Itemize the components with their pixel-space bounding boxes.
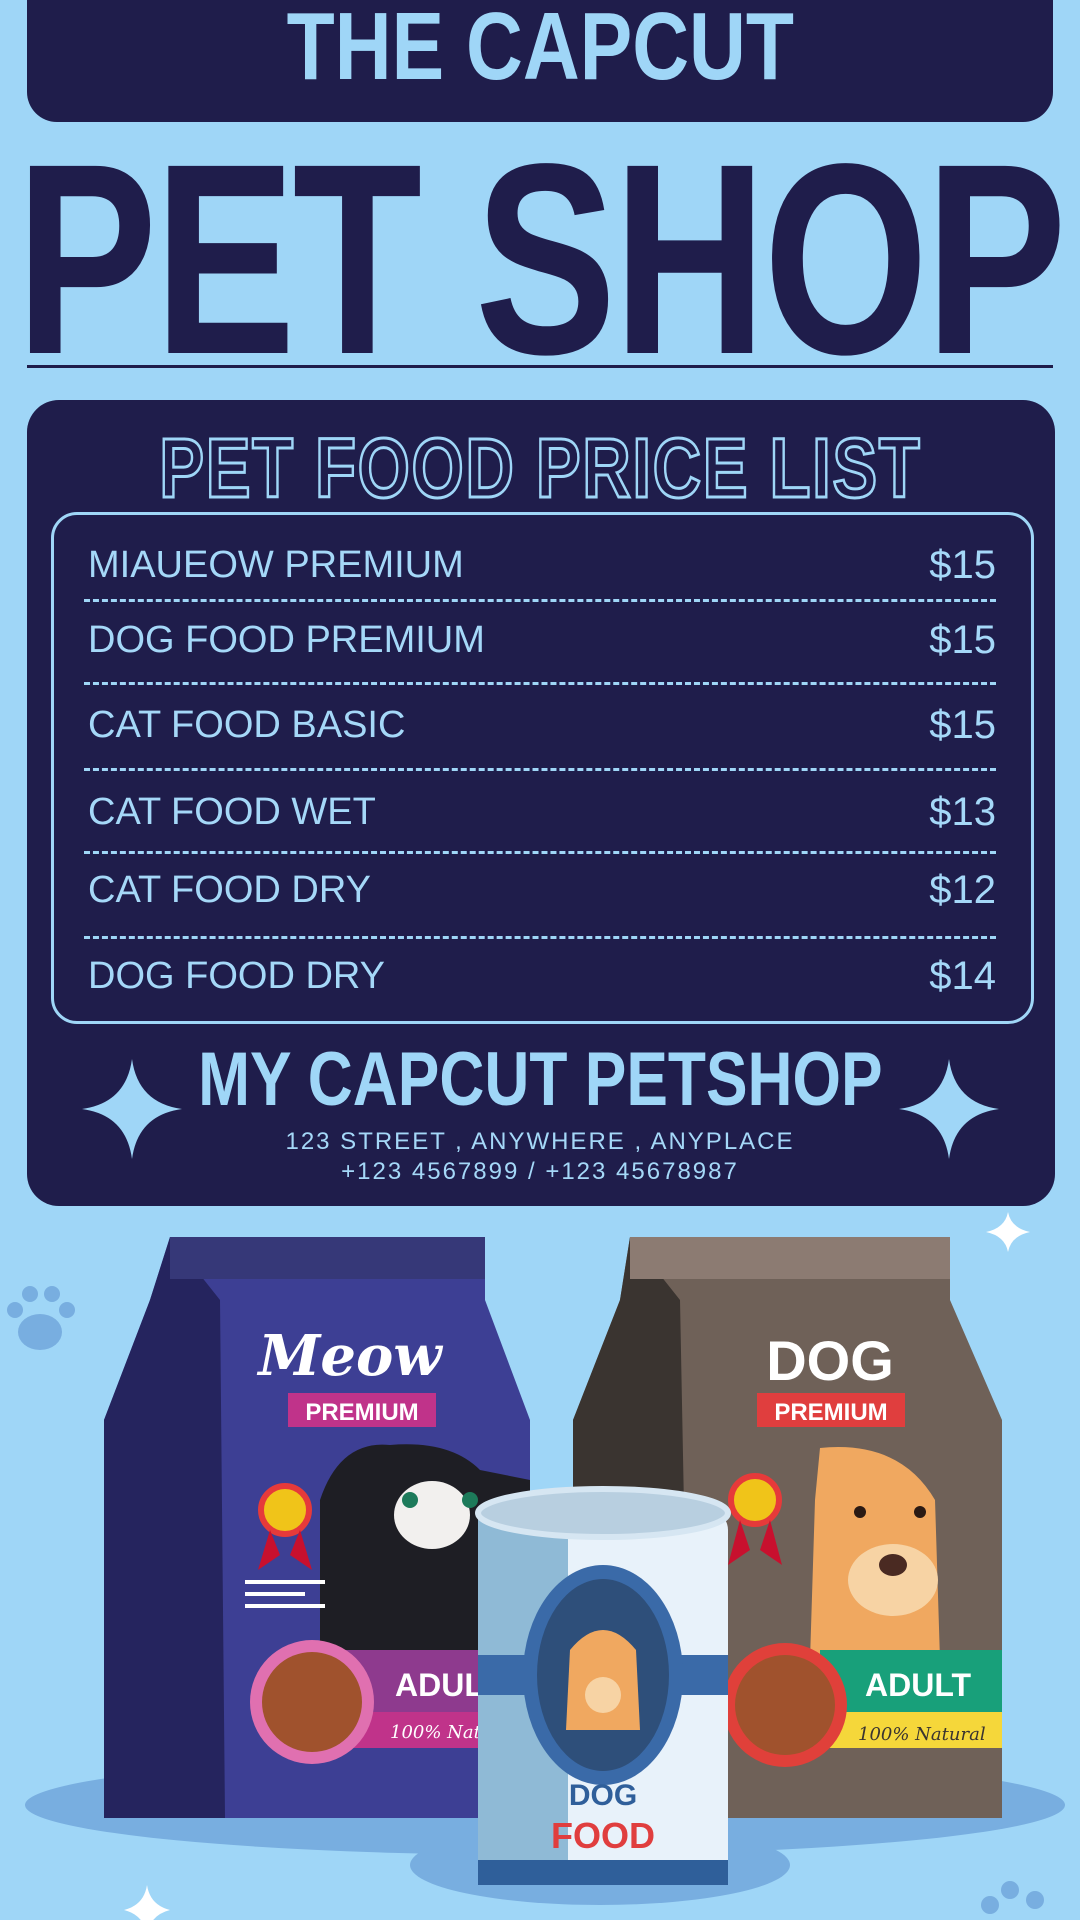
cat-bag-label: ADUL: [395, 1667, 484, 1703]
price-card: [27, 400, 1055, 1206]
item-name: DOG FOOD DRY: [88, 954, 385, 997]
cat-bag-tag: PREMIUM: [305, 1399, 418, 1426]
item-name: CAT FOOD WET: [88, 790, 376, 833]
dashed-divider: [84, 936, 996, 939]
paw-icon: [7, 1286, 75, 1350]
price-list-title: PET FOOD PRICE LIST: [158, 420, 922, 517]
cat-bag-sub: 100% Natu: [390, 1722, 493, 1743]
shop-phones: +123 4567899 / +123 45678987: [341, 1158, 739, 1185]
sparkle-icon: [986, 1212, 1030, 1252]
can-label-line1: DOG: [569, 1779, 637, 1812]
price-row: CAT FOOD WET $13: [88, 787, 996, 837]
dashed-divider: [84, 851, 996, 854]
price-row: CAT FOOD BASIC $15: [88, 700, 996, 750]
dog-bag-sub: 100% Natural: [858, 1724, 986, 1745]
pet-food-illustration: Meow PREMIUM ADUL 100% Natu DOG PREMIUM …: [7, 1212, 1065, 1920]
cat-food-bag: Meow PREMIUM ADUL 100% Natu: [104, 1237, 530, 1818]
item-price: $15: [929, 542, 996, 587]
dashed-divider: [84, 599, 996, 602]
price-row: DOG FOOD DRY $14: [88, 951, 996, 1001]
dashed-divider: [84, 682, 996, 685]
item-name: DOG FOOD PREMIUM: [88, 618, 485, 661]
price-list-box: [51, 512, 1034, 1024]
can-label-line2: FOOD: [551, 1815, 655, 1856]
paw-icon: [981, 1881, 1044, 1914]
sparkle-icon: [124, 1885, 170, 1920]
dog-food-can: DOG FOOD: [475, 1486, 731, 1885]
price-row: MIAUEOW PREMIUM $15: [88, 540, 996, 590]
divider: [27, 365, 1053, 368]
item-price: $13: [929, 789, 996, 834]
sparkle-icon: [82, 1059, 182, 1159]
item-price: $14: [929, 953, 996, 998]
sparkle-icon: [899, 1059, 999, 1159]
top-title: THE CAPCUT: [286, 0, 794, 100]
dog-bag-tag: PREMIUM: [774, 1399, 887, 1426]
item-name: CAT FOOD BASIC: [88, 703, 406, 746]
item-price: $15: [929, 617, 996, 662]
dog-bag-label: ADULT: [865, 1667, 972, 1703]
item-name: CAT FOOD DRY: [88, 868, 371, 911]
price-row: CAT FOOD DRY $12: [88, 865, 996, 915]
shop-name: MY CAPCUT PETSHOP: [197, 1037, 883, 1122]
item-price: $12: [929, 867, 996, 912]
dog-bag-brand: DOG: [766, 1329, 894, 1392]
top-banner: [27, 0, 1053, 122]
cat-bag-brand: Meow: [256, 1323, 443, 1389]
item-price: $15: [929, 702, 996, 747]
dashed-divider: [84, 768, 996, 771]
main-title: PET SHOP: [16, 107, 1067, 411]
item-name: MIAUEOW PREMIUM: [88, 543, 464, 586]
shop-address: 123 STREET , ANYWHERE , ANYPLACE: [285, 1128, 795, 1155]
price-row: DOG FOOD PREMIUM $15: [88, 615, 996, 665]
